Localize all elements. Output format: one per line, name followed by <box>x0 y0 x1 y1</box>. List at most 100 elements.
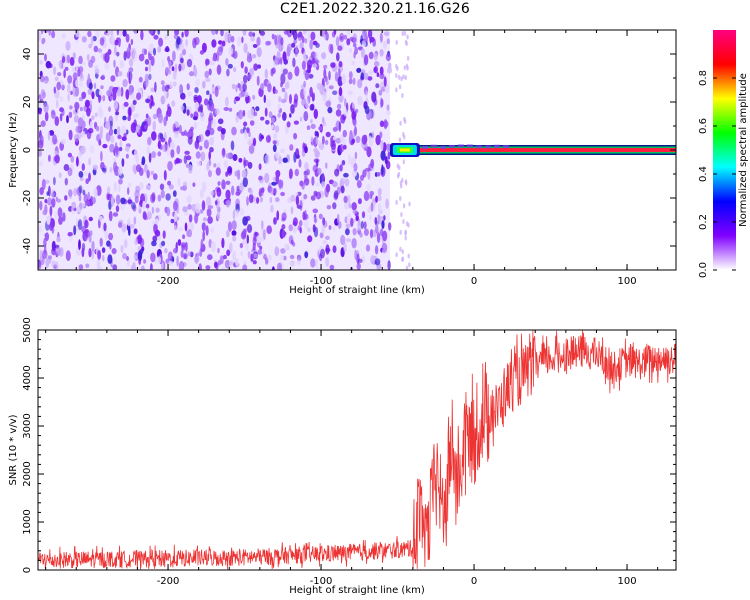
noise-blob <box>41 38 45 45</box>
noise-blob <box>168 184 174 190</box>
noise-blob <box>62 212 66 222</box>
noise-blob <box>98 266 103 270</box>
noise-blob <box>357 198 362 205</box>
noise-blob <box>181 31 184 38</box>
noise-blob <box>102 143 108 149</box>
noise-blob <box>245 243 249 251</box>
noise-blob <box>125 153 129 159</box>
signal-onset <box>399 148 410 152</box>
noise-blob <box>399 229 402 235</box>
noise-blob <box>374 53 378 61</box>
noise-blob <box>176 145 181 155</box>
noise-blob <box>381 164 384 176</box>
noise-blob <box>88 59 94 68</box>
noise-blob <box>115 205 120 213</box>
noise-blob <box>283 255 287 261</box>
noise-blob <box>100 51 104 59</box>
noise-blob <box>171 100 176 107</box>
noise-blob <box>249 108 255 119</box>
noise-blob <box>238 92 243 98</box>
noise-blob <box>335 36 340 47</box>
noise-blob <box>112 86 118 94</box>
noise-blob <box>67 75 73 84</box>
noise-blob <box>263 94 266 104</box>
noise-blob <box>77 219 83 231</box>
noise-blob <box>203 98 209 106</box>
noise-blob <box>207 254 213 261</box>
noise-blob <box>333 30 337 36</box>
heatmap-x-axis-label: Height of straight line (km) <box>289 285 425 296</box>
noise-blob <box>99 37 105 46</box>
noise-blob <box>113 161 118 173</box>
noise-blob <box>46 197 53 206</box>
noise-blob <box>209 146 214 153</box>
noise-blob <box>351 111 357 120</box>
noise-blob <box>352 33 357 44</box>
noise-blob <box>318 126 323 131</box>
noise-blob <box>221 179 226 190</box>
noise-blob <box>67 167 73 177</box>
noise-blob <box>177 227 183 232</box>
noise-blob <box>256 36 261 47</box>
noise-blob <box>197 95 202 104</box>
signal-fringe <box>448 144 455 148</box>
snr-y-axis-label: SNR (10 * v/v) <box>8 414 19 485</box>
noise-blob <box>250 253 254 262</box>
noise-blob <box>240 61 244 69</box>
noise-blob <box>292 31 298 40</box>
noise-blob <box>209 112 213 120</box>
noise-blob <box>332 90 338 96</box>
noise-blob <box>88 157 91 166</box>
noise-blob <box>75 206 81 213</box>
noise-blob <box>402 131 405 137</box>
noise-blob <box>206 208 212 217</box>
noise-blob <box>386 104 390 111</box>
noise-blob <box>144 124 147 130</box>
noise-blob <box>128 58 134 67</box>
noise-blob <box>342 129 347 138</box>
heatmap-y-tick-label: 0 <box>22 147 33 153</box>
noise-blob <box>399 120 402 126</box>
noise-blob <box>220 30 224 37</box>
noise-blob <box>364 105 370 115</box>
noise-blob <box>127 115 131 122</box>
noise-blob <box>252 44 258 48</box>
colorbar-label: Normalized spectral amplitude <box>738 73 749 227</box>
noise-blob <box>336 52 340 62</box>
noise-blob <box>293 93 299 104</box>
noise-blob <box>313 40 318 46</box>
noise-blob <box>167 180 172 186</box>
noise-blob <box>289 113 292 118</box>
noise-blob <box>263 229 266 240</box>
colorbar <box>713 30 736 270</box>
noise-blob <box>115 146 119 156</box>
noise-blob <box>145 98 151 104</box>
noise-blob <box>101 74 105 79</box>
noise-blob <box>167 252 171 260</box>
noise-blob <box>260 83 265 90</box>
noise-blob <box>180 242 187 248</box>
noise-blob <box>288 235 294 245</box>
noise-blob <box>39 160 43 167</box>
noise-blob <box>66 115 69 124</box>
noise-blob <box>99 237 103 247</box>
noise-blob <box>279 254 284 261</box>
noise-blob <box>352 228 357 236</box>
noise-blob <box>307 235 313 243</box>
noise-blob <box>40 120 46 127</box>
noise-blob <box>150 87 155 93</box>
noise-blob <box>324 30 328 35</box>
noise-blob <box>163 170 167 181</box>
noise-blob <box>48 154 51 162</box>
noise-blob <box>68 129 73 141</box>
noise-blob <box>117 134 122 140</box>
noise-blob <box>185 38 189 47</box>
noise-blob <box>196 252 201 257</box>
noise-blob <box>97 250 101 260</box>
noise-blob <box>356 262 361 270</box>
noise-blob <box>241 36 244 44</box>
noise-blob <box>197 106 202 113</box>
noise-blob <box>315 191 322 200</box>
noise-blob <box>88 82 93 90</box>
noise-blob <box>166 207 171 217</box>
